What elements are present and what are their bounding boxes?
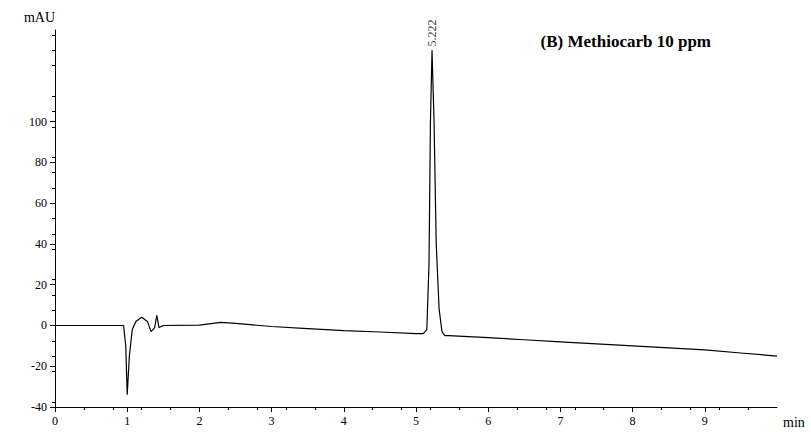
svg-text:3: 3 bbox=[269, 414, 275, 428]
svg-text:1: 1 bbox=[124, 414, 130, 428]
svg-text:-40: -40 bbox=[31, 400, 47, 414]
svg-text:80: 80 bbox=[35, 155, 47, 169]
svg-text:min: min bbox=[783, 415, 805, 430]
svg-text:5: 5 bbox=[413, 414, 419, 428]
svg-text:(B) Methiocarb 10 ppm: (B) Methiocarb 10 ppm bbox=[541, 32, 711, 51]
svg-text:0: 0 bbox=[41, 318, 47, 332]
svg-text:5.222: 5.222 bbox=[425, 19, 439, 46]
svg-text:20: 20 bbox=[35, 278, 47, 292]
svg-text:0: 0 bbox=[52, 414, 58, 428]
svg-text:60: 60 bbox=[35, 196, 47, 210]
svg-text:mAU: mAU bbox=[24, 10, 55, 25]
svg-text:4: 4 bbox=[341, 414, 347, 428]
svg-text:7: 7 bbox=[557, 414, 563, 428]
svg-text:6: 6 bbox=[485, 414, 491, 428]
svg-text:100: 100 bbox=[29, 115, 47, 129]
svg-text:-20: -20 bbox=[31, 359, 47, 373]
svg-text:40: 40 bbox=[35, 237, 47, 251]
svg-text:8: 8 bbox=[630, 414, 636, 428]
svg-text:9: 9 bbox=[702, 414, 708, 428]
svg-text:2: 2 bbox=[196, 414, 202, 428]
